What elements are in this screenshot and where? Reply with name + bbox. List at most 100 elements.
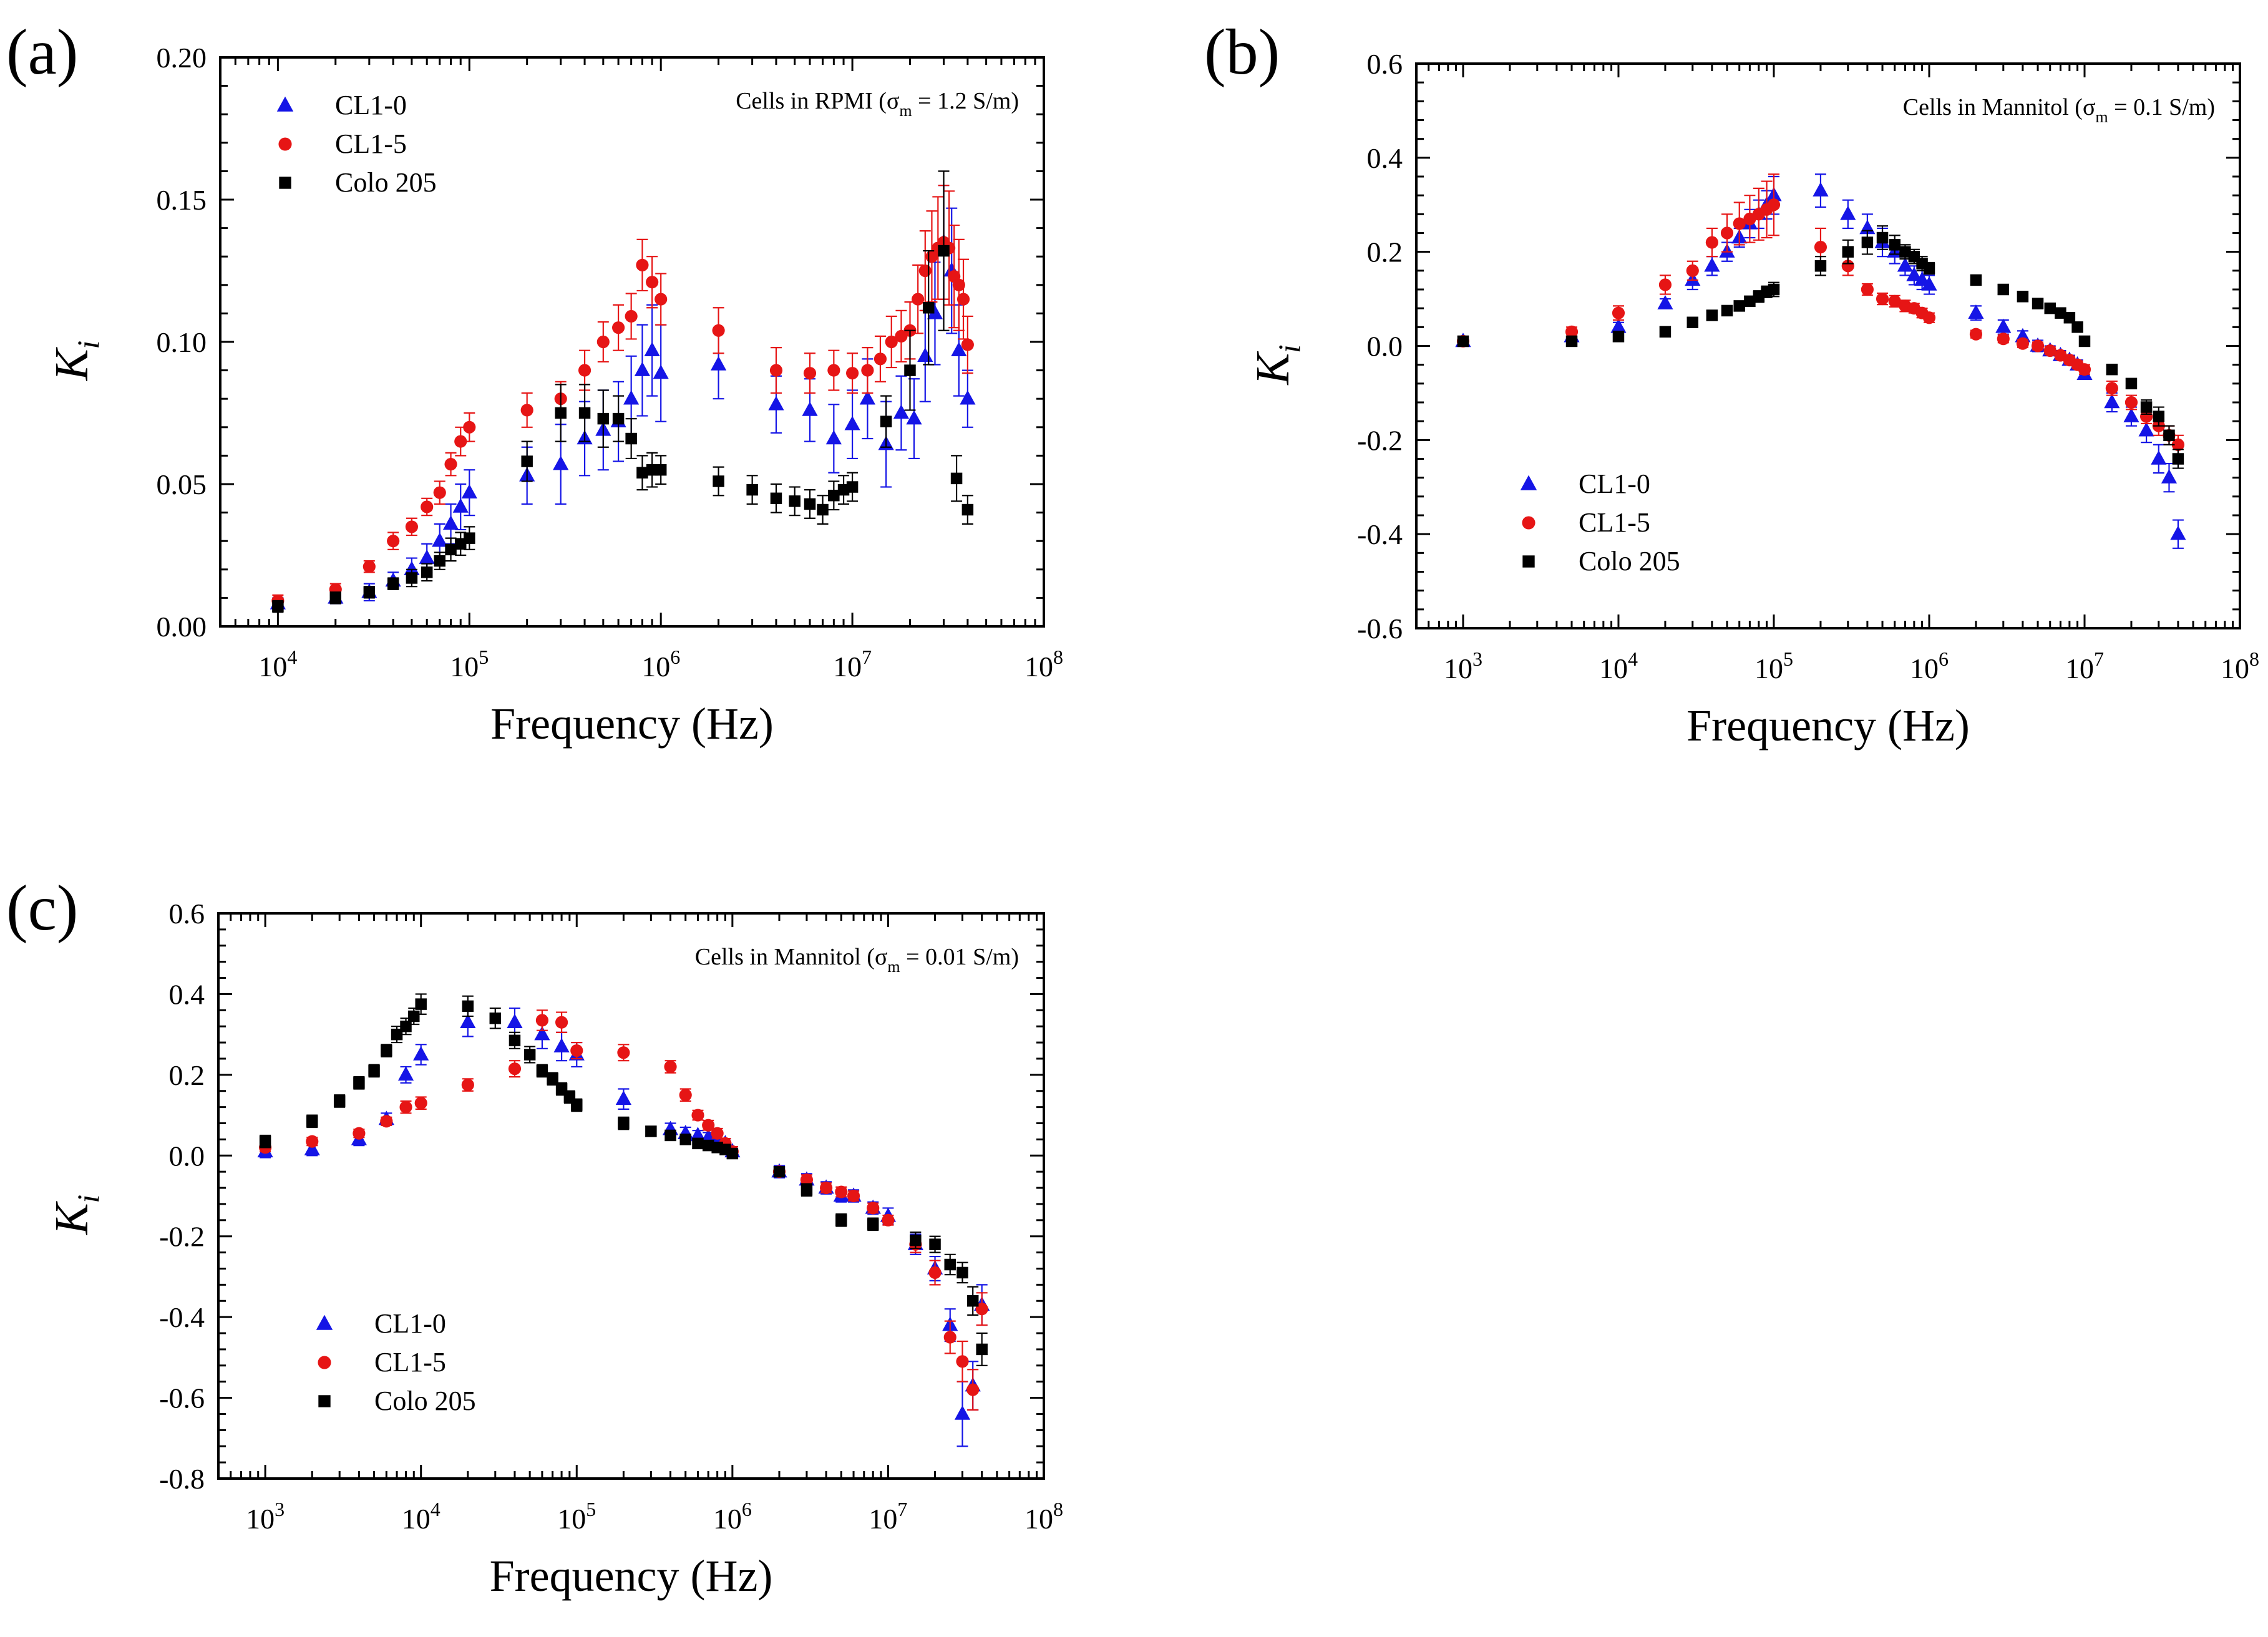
panel-a-cl1-0-point [768, 396, 784, 410]
panel-b-cl1-5-point [1733, 217, 1746, 230]
panel-c-legend-label-cl1-0: CL1-0 [374, 1308, 446, 1339]
panel-b-cl1-5-point [1720, 226, 1734, 240]
panel-c-cl1-5-point [555, 1016, 568, 1029]
panel-c-cl1-0-point [689, 1127, 706, 1142]
panel-b-cl1-5-point [2105, 382, 2118, 395]
panel-b-cl1-5-point [2140, 410, 2153, 423]
panel-b-colo-205-point [1889, 239, 1901, 251]
panel-c-cl1-5-point [461, 1078, 474, 1092]
panel-b-colo-205-point [2153, 410, 2165, 422]
panel-b-cl1-0-point [2104, 394, 2120, 409]
panel-b-colo-205-point [2063, 312, 2076, 324]
panel-a-cl1-5-point [956, 293, 970, 306]
panel-c-cl1-5-point [943, 1331, 956, 1344]
panel-c-ytick-label: 0.2 [169, 1059, 205, 1091]
panel-c-cl1-5-point [535, 1014, 548, 1027]
panel-b-colo-205-point [1721, 304, 1733, 317]
panel-a-colo-205-point [746, 483, 758, 496]
panel-b-cl1-0-point [1813, 182, 1829, 197]
panel-a-cl1-5-point [885, 335, 898, 349]
panel-c-colo-205-point [618, 1117, 630, 1129]
panel-a-cl1-5-point [454, 435, 467, 448]
panel-b-cl1-0-point [1657, 294, 1673, 309]
panel-b-cl1-0-point [2170, 525, 2186, 540]
panel-a-xtick-label: 106 [641, 646, 680, 682]
panel-a-colo-205-point [880, 415, 892, 427]
panel-a-cl1-5-point [433, 486, 446, 499]
panel-a-colo-205-point [434, 555, 445, 567]
panel-a-colo-205-point [597, 412, 610, 425]
panel-a-cl1-0-point [710, 356, 727, 371]
panel-b-legend-marker-colo-205 [1522, 555, 1535, 568]
panel-a-cl1-5-point [874, 352, 887, 366]
panel-a-colo-205-point [445, 543, 457, 556]
panel-c-colo-205-point [381, 1044, 392, 1057]
panel-c-cl1-5-point [956, 1355, 969, 1368]
panel-a-cl1-5-point [444, 458, 457, 471]
panel-b-ytick-label: -0.2 [1357, 424, 1403, 456]
panel-b-cl1-5-point [2043, 344, 2056, 357]
panel-a-ytick-label: 0.05 [157, 469, 207, 500]
panel-a-cl1-0-point [893, 404, 910, 419]
panel-b-cl1-5-point [2124, 396, 2138, 409]
panel-c-cl1-0-point [553, 1037, 570, 1052]
panel-a-colo-205-point [578, 407, 591, 419]
panel-a-cl1-5-point [861, 364, 874, 377]
panel-b-xtick-label: 106 [1910, 648, 1949, 684]
panel-c-colo-205-point [536, 1065, 548, 1077]
panel-a-cl1-5-point [612, 321, 625, 334]
panel-c-colo-205-point [910, 1234, 922, 1246]
panel-a-cl1-0-point [906, 410, 922, 425]
panel-c-cl1-5-point [835, 1185, 848, 1198]
panel-b-cl1-5-point [1922, 311, 1936, 324]
panel-c-colo-205-point [571, 1099, 583, 1111]
panel-b-cl1-5-point [1767, 198, 1781, 211]
panel-c-ytick-label: -0.2 [159, 1221, 205, 1253]
panel-a-colo-205-point [521, 455, 533, 467]
panel-c-colo-205-point [489, 1013, 502, 1024]
panel-c-colo-205-point [966, 1295, 979, 1307]
panel-c-annotation: Cells in Mannitol (σm = 0.01 S/m) [695, 944, 1019, 976]
panel-c-xtick-label: 107 [869, 1498, 907, 1535]
panel-b-colo-205-point [1706, 309, 1718, 321]
panel-a-colo-205-point [950, 472, 963, 485]
panel-b-colo-205-point [1565, 335, 1578, 347]
panel-b-colo-205-point [2172, 453, 2184, 465]
panel-b-colo-205-point [2071, 321, 2083, 333]
panel-b-cl1-5-point [2078, 363, 2091, 376]
panel-c-xtick-label: 103 [246, 1498, 285, 1535]
panel-b-colo-205-point [2163, 429, 2175, 442]
panel-c-ytick-label: -0.6 [159, 1382, 205, 1414]
panel-a-cl1-0-point [442, 515, 459, 530]
panel-c-cl1-5-point [353, 1127, 366, 1140]
panel-a-cl1-5-point [918, 264, 932, 278]
panel-c-cl1-5-point [570, 1044, 583, 1057]
panel-b-colo-205-point [1876, 231, 1889, 244]
panel-b-colo-205-point [1923, 262, 1935, 274]
panel-a-colo-205-point [646, 464, 658, 476]
panel-c-colo-205-point [944, 1258, 956, 1271]
panel-c-cl1-5-point [820, 1181, 833, 1195]
panel-c-ylabel: Ki [46, 1195, 105, 1236]
panel-a-legend-label-cl1-0: CL1-0 [335, 90, 407, 120]
panel-c-colo-205-point [976, 1343, 988, 1356]
panel-c-cl1-5-point [702, 1119, 715, 1132]
panel-a: (a) 104 105 106 107 108 0.00 0.05 0.10 0.15 0.20 Fr… [6, 16, 1063, 749]
panel-c-colo-205-point [773, 1165, 786, 1178]
panel-b-colo-205-point [1970, 274, 1982, 286]
panel-a-colo-205-point [789, 495, 801, 507]
panel-a-cl1-0-point [825, 430, 842, 445]
panel-b-colo-205-point [2125, 377, 2138, 390]
panel-b-ytick-label: 0.4 [1367, 142, 1403, 174]
panel-a-colo-205-point [272, 600, 284, 613]
panel-a-colo-205-point [817, 503, 829, 516]
panel-c-colo-205-point [801, 1184, 813, 1196]
panel-b-cl1-0-point [2138, 422, 2154, 437]
panel-a-annotation: Cells in RPMI (σm = 1.2 S/m) [736, 88, 1019, 120]
panel-c-xlabel: Frequency (Hz) [490, 1551, 773, 1601]
panel-c-xtick-label: 105 [557, 1498, 596, 1535]
panel-a-colo-205-point [406, 572, 418, 584]
panel-c-colo-205-point [702, 1139, 714, 1152]
panel-c-colo-205-point [929, 1238, 941, 1250]
panel-a-cl1-0-point [653, 364, 669, 379]
